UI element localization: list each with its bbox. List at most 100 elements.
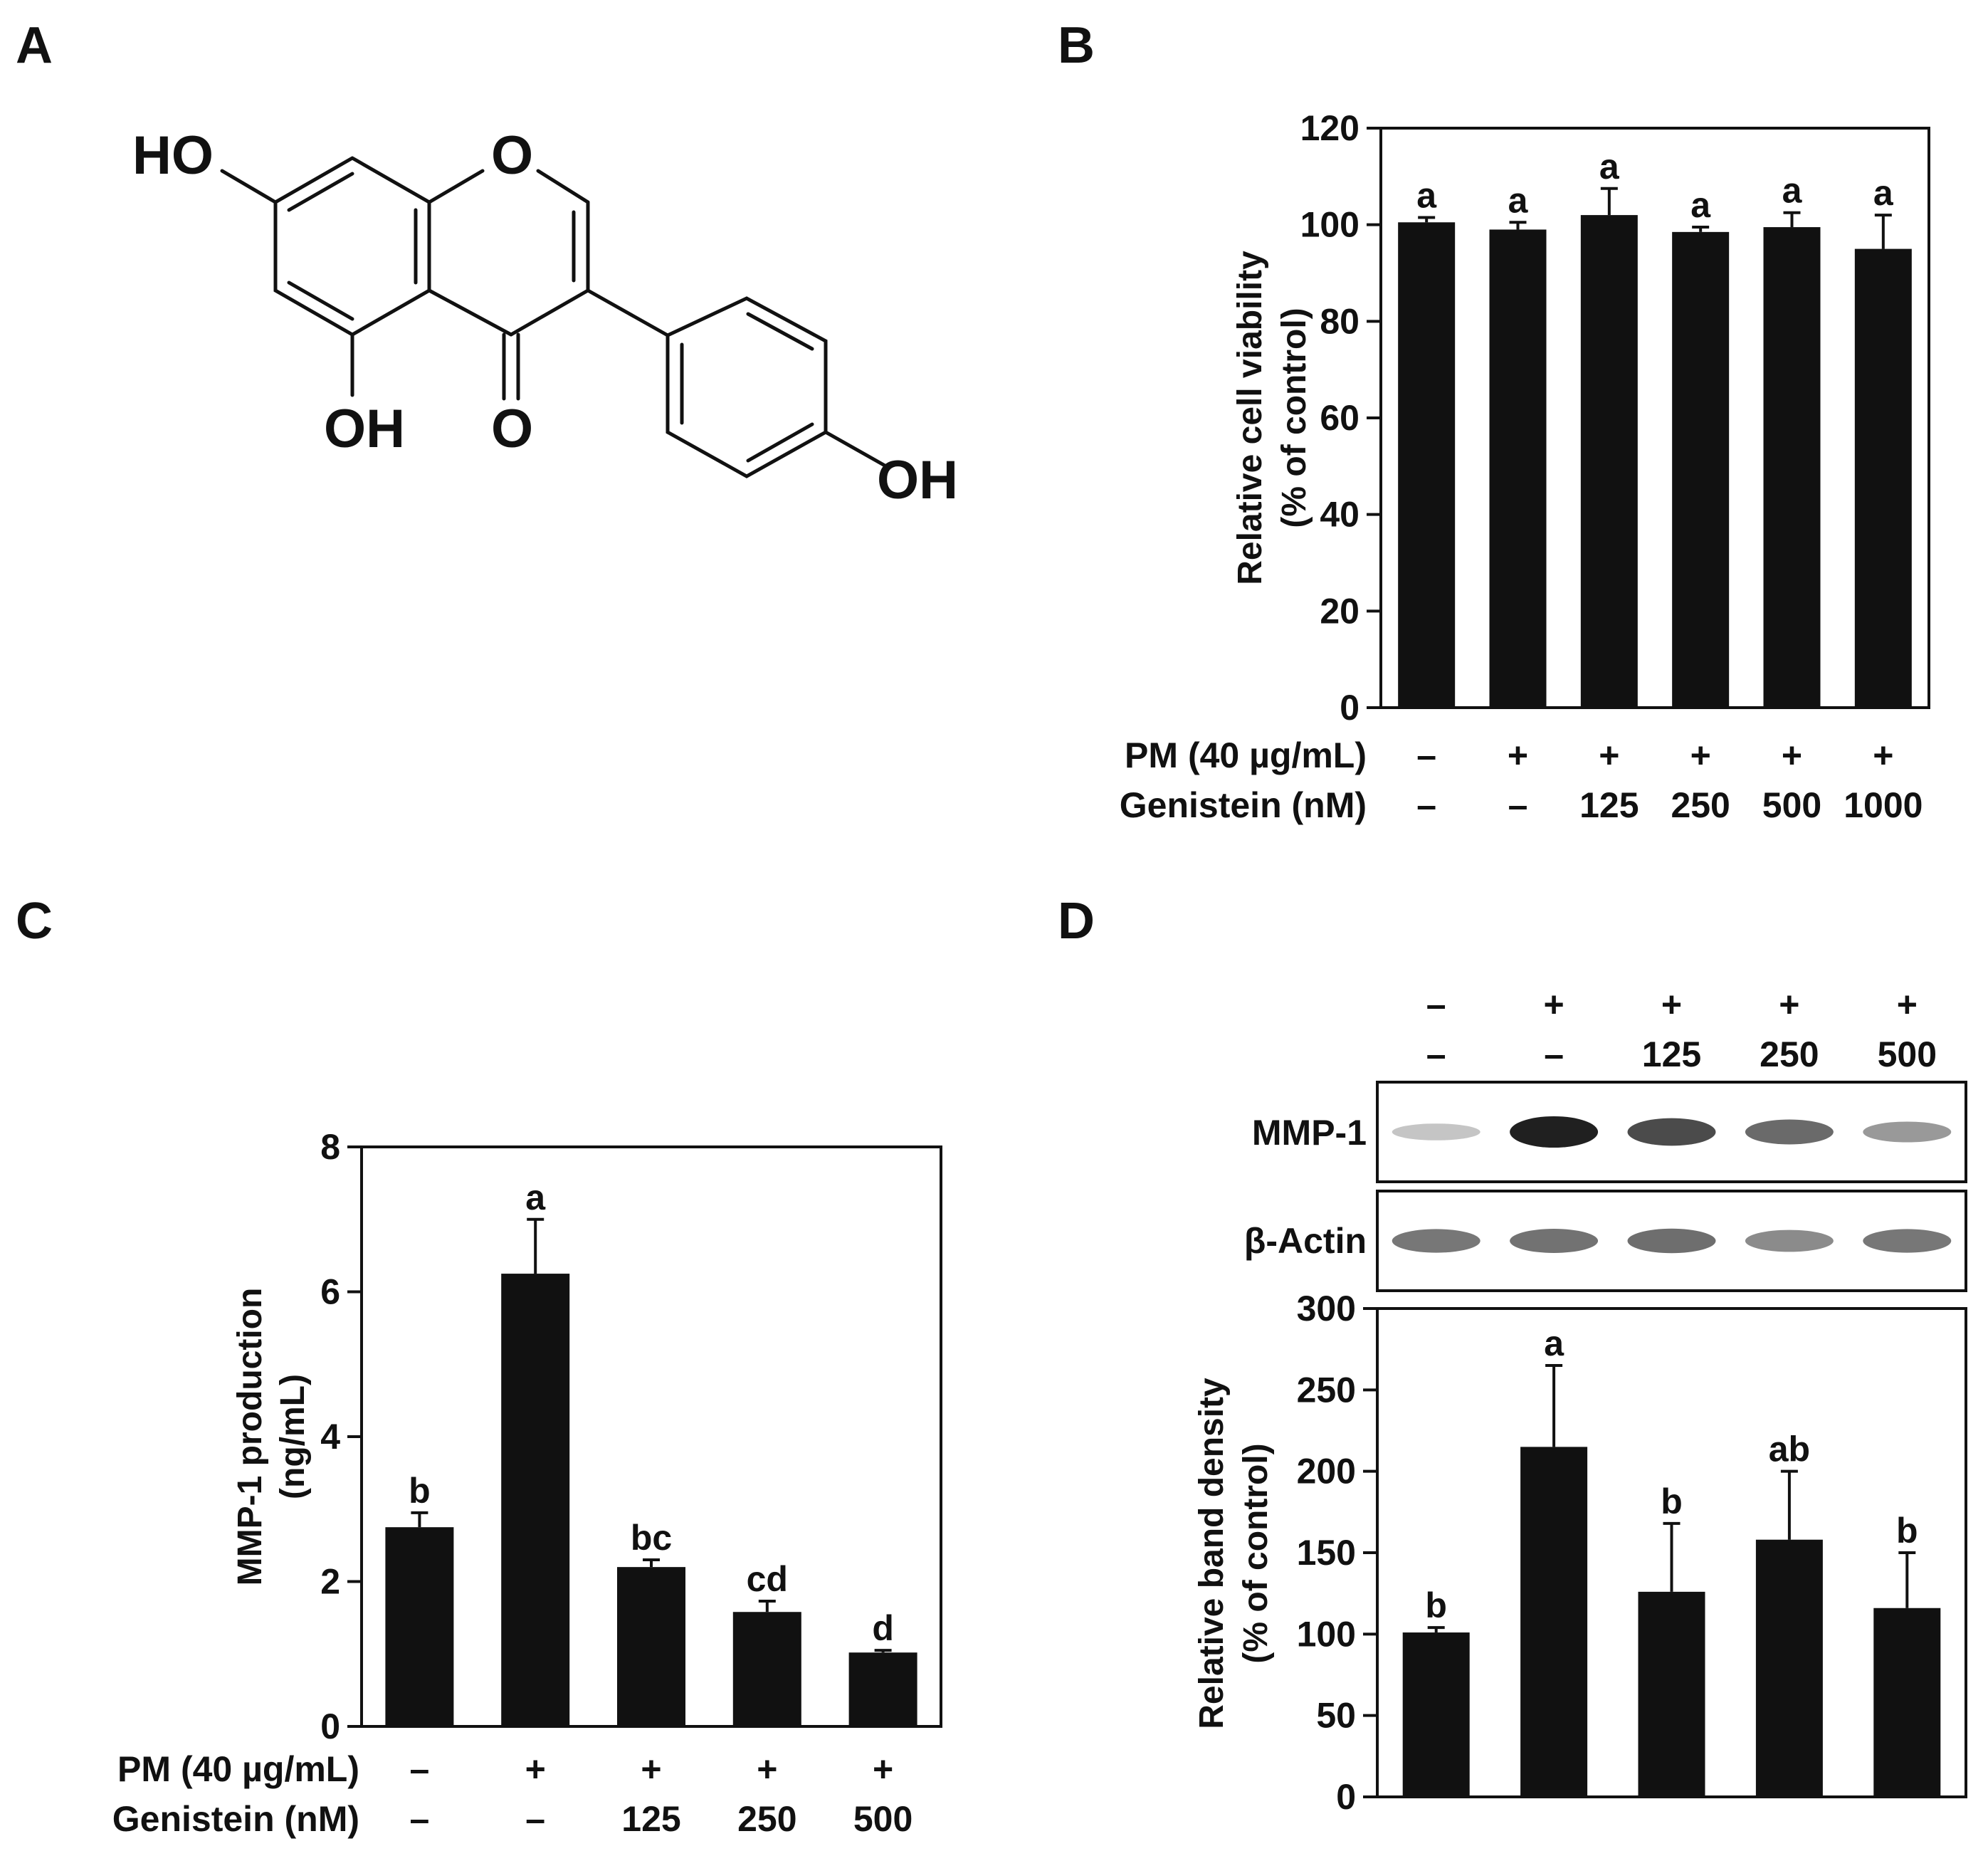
pm-row-label-b: PM (40 µg/mL)	[1125, 735, 1367, 775]
bar	[385, 1527, 454, 1726]
blot-pm-condition: +	[1897, 985, 1918, 1024]
bar	[1638, 1591, 1705, 1797]
significance-label: a	[1690, 185, 1711, 225]
genistein-condition: 250	[737, 1799, 796, 1839]
blot-band	[1392, 1229, 1481, 1253]
ring-b-inner-bond	[746, 312, 814, 351]
bar	[1672, 231, 1730, 708]
bar	[1402, 1632, 1470, 1797]
significance-label: b	[1661, 1482, 1683, 1521]
bar	[1489, 229, 1547, 708]
ring-b	[666, 296, 828, 478]
pm-condition: +	[1690, 735, 1711, 775]
pm-condition: +	[757, 1749, 777, 1789]
y-tick-label: 4	[320, 1417, 340, 1457]
y-tick-label: 2	[320, 1562, 340, 1602]
blot-genistein-condition: –	[1426, 1034, 1446, 1074]
significance-label: a	[525, 1178, 546, 1217]
panel-letter-a: A	[16, 17, 53, 74]
y-tick-label: 100	[1300, 205, 1359, 245]
panel-letter-b: B	[1058, 17, 1095, 74]
pm-row-label-c: PM (40 µg/mL)	[117, 1749, 359, 1789]
western-blot: – – + – +125 +250 +500 MMP-1 β-Actin	[1244, 985, 1967, 1292]
panel-letter-d: D	[1058, 893, 1095, 950]
y-tick-label: 8	[320, 1127, 340, 1167]
bar	[1398, 222, 1456, 708]
blot-band	[1510, 1229, 1599, 1253]
significance-label: a	[1873, 173, 1894, 213]
aryl-bond	[586, 288, 670, 337]
blot-label-actin: β-Actin	[1244, 1221, 1367, 1261]
y-tick-label: 20	[1320, 591, 1359, 631]
genistein-condition: –	[409, 1799, 429, 1839]
blot-band	[1627, 1118, 1716, 1146]
bar	[1854, 248, 1912, 708]
blot-pm-condition: +	[1543, 985, 1564, 1024]
genistein-condition: 500	[1762, 785, 1821, 825]
blot-band	[1745, 1229, 1834, 1252]
bar	[1873, 1608, 1941, 1797]
bar	[1755, 1539, 1823, 1797]
blot-frame-actin	[1376, 1190, 1967, 1292]
y-tick-label: 0	[1336, 1777, 1356, 1817]
y-axis-title-b-line1: Relative cell viability	[1231, 251, 1269, 585]
significance-label: bc	[631, 1518, 672, 1558]
y-axis-title-d-line2: (% of control)	[1237, 1443, 1275, 1663]
pm-condition: +	[525, 1749, 546, 1789]
genistein-condition: 125	[1579, 785, 1639, 825]
genistein-condition: 1000	[1844, 785, 1923, 825]
panel-letter-c: C	[16, 893, 53, 950]
y-tick-label: 250	[1297, 1370, 1356, 1410]
significance-label: a	[1599, 147, 1620, 187]
chart-b: 0 20 40 60 80 100 120 a – – a + – a +125 a +250 a +500 a +1…	[1120, 108, 1930, 825]
bar	[732, 1612, 801, 1726]
pm-condition: +	[1873, 735, 1893, 775]
blot-label-mmp1: MMP-1	[1252, 1113, 1367, 1153]
pm-condition: +	[1599, 735, 1619, 775]
significance-label: a	[1416, 175, 1437, 215]
y-axis-title-c-line2: (ng/mL)	[274, 1374, 312, 1499]
y-tick-label: 100	[1297, 1614, 1356, 1654]
y-tick-label: 50	[1316, 1696, 1356, 1736]
y-tick-label: 0	[1340, 688, 1359, 728]
pm-condition: +	[1508, 735, 1528, 775]
significance-label: d	[872, 1608, 894, 1648]
significance-label: ab	[1769, 1430, 1810, 1469]
blot-band	[1863, 1229, 1952, 1253]
y-tick-label: 40	[1320, 495, 1359, 535]
y-tick-label: 300	[1297, 1289, 1356, 1328]
blot-genistein-condition: –	[1544, 1034, 1564, 1074]
significance-label: b	[1896, 1511, 1918, 1551]
blot-genistein-condition: 250	[1760, 1034, 1819, 1074]
blot-frame-mmp1	[1376, 1081, 1967, 1183]
ring-a	[273, 156, 431, 337]
hydroxyl-label-4prime: OH	[877, 450, 958, 510]
hydroxyl-label-7: HO	[132, 125, 214, 186]
blot-pm-condition: +	[1661, 985, 1682, 1024]
significance-label: a	[1782, 171, 1803, 211]
y-tick-label: 200	[1297, 1452, 1356, 1491]
bar	[1520, 1447, 1588, 1797]
oxygen-label-carbonyl: O	[491, 399, 533, 459]
genistein-condition: 250	[1671, 785, 1730, 825]
pm-condition: +	[873, 1749, 893, 1789]
y-tick-label: 150	[1297, 1533, 1356, 1573]
y-axis-title-d-line1: Relative band density	[1193, 1378, 1231, 1729]
genistein-row-label-c: Genistein (nM)	[112, 1799, 359, 1839]
genistein-condition: 125	[621, 1799, 680, 1839]
significance-label: a	[1544, 1323, 1564, 1363]
blot-genistein-condition: 125	[1642, 1034, 1701, 1074]
y-tick-label: 80	[1320, 301, 1359, 341]
genistein-condition: –	[1508, 785, 1528, 825]
ho-bond	[220, 169, 278, 204]
ring-c-bond	[427, 288, 513, 337]
blot-band	[1745, 1119, 1834, 1145]
y-tick-label: 120	[1300, 108, 1359, 148]
pm-condition: +	[1782, 735, 1802, 775]
blot-band	[1863, 1121, 1952, 1143]
significance-label: cd	[747, 1559, 788, 1599]
blot-pm-condition: –	[1426, 985, 1446, 1024]
genistein-condition: –	[525, 1799, 545, 1839]
significance-label: a	[1508, 180, 1529, 220]
